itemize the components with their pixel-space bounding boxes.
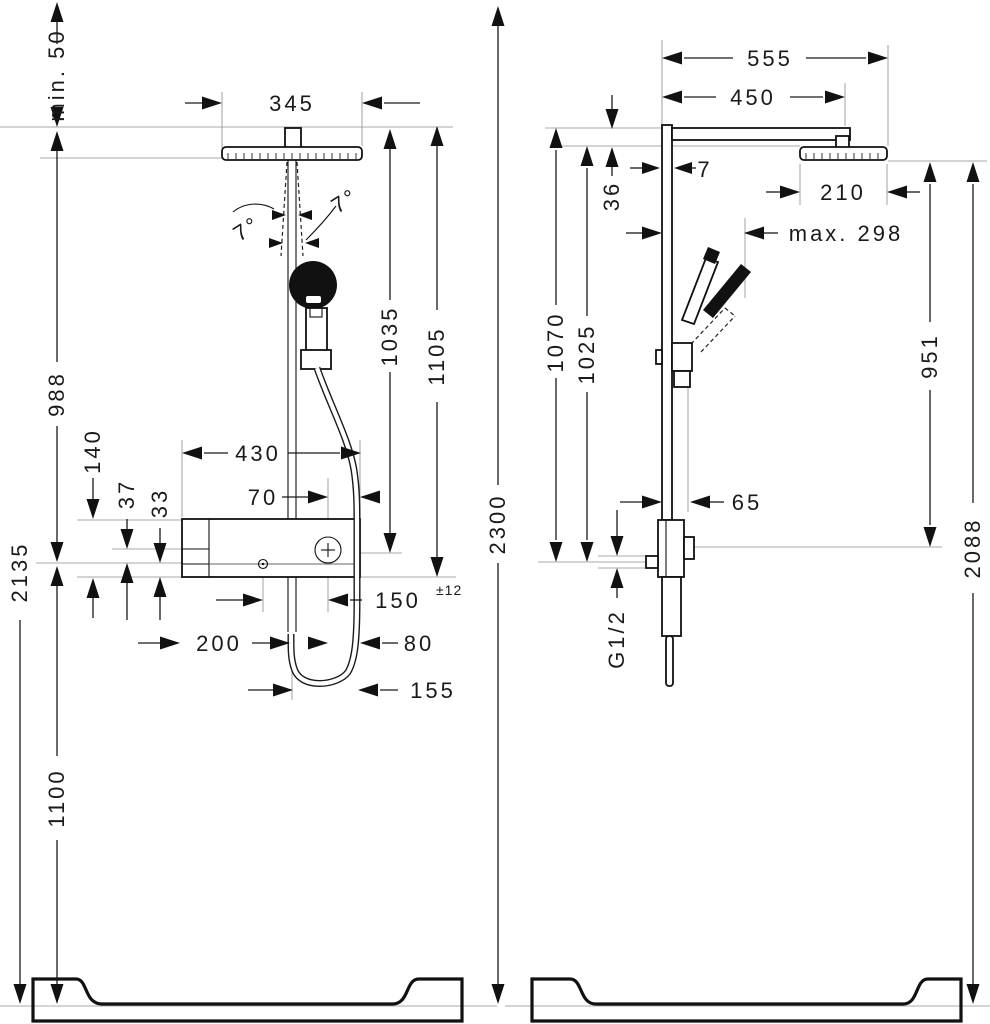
wall-bracket-side — [655, 349, 663, 365]
ceiling-connector-front — [284, 127, 302, 149]
dimension-arrows — [13, 2, 980, 1004]
handle-detail — [309, 307, 323, 318]
dim-140-label: 140 — [80, 428, 105, 474]
dim-345-label: 345 — [269, 91, 315, 116]
dim-min50-label: min. 50 — [44, 28, 69, 121]
dimension-labels: min. 50 988 2135 1100 140 37 33 1035 110… — [7, 28, 985, 827]
dim-988-label: 988 — [44, 371, 69, 417]
shower-arm-side — [671, 127, 851, 141]
hand-shower-handle-front — [305, 307, 328, 353]
swivel-position-dashed — [700, 315, 736, 353]
angle-7deg-left-label: 7° — [229, 211, 265, 247]
holder-side — [671, 342, 693, 372]
swivel-position-dashed — [724, 307, 736, 317]
dim-37-label: 37 — [114, 479, 139, 509]
supply-stub-g12 — [645, 555, 659, 569]
dim-1025-label: 1025 — [574, 324, 599, 385]
dim-g12-label: G1/2 — [604, 609, 629, 669]
slider-holder-front — [300, 349, 332, 370]
wall-connection-side — [645, 519, 695, 687]
angle-leader-right — [305, 205, 337, 241]
connection-housing — [657, 519, 685, 578]
screw-detail — [257, 558, 269, 570]
dim-70-label: 70 — [248, 485, 278, 510]
dim-951-label: 951 — [917, 333, 942, 379]
shower-tray-side — [530, 977, 963, 1023]
wall-tab — [683, 536, 695, 560]
hand-shower-handle-side — [703, 264, 751, 318]
hand-shower-side — [671, 247, 751, 388]
spray-face-hatching — [227, 153, 357, 159]
front-view — [31, 127, 464, 1023]
dim-1105-label: 1105 — [424, 326, 449, 385]
dim-2135-label: 2135 — [7, 542, 32, 603]
hand-shower-front — [289, 261, 337, 370]
thermostat-valve-front — [181, 518, 361, 578]
dim-155-label: 155 — [410, 678, 456, 703]
angle-leader-left — [232, 203, 275, 213]
dim-1035-label: 1035 — [377, 306, 402, 367]
wall-bar-side — [661, 124, 673, 521]
dim-7-label: 7 — [697, 157, 712, 182]
tilt-line-left — [280, 161, 288, 257]
dim-2300-label: 2300 — [485, 494, 510, 555]
dim-450-label: 450 — [730, 85, 776, 110]
hand-shower-head-front — [289, 261, 337, 309]
spray-face-hatching-side — [805, 153, 879, 159]
thermostat-body — [181, 518, 361, 578]
holder-lower-side — [673, 370, 691, 388]
dim-33-label: 33 — [147, 488, 172, 518]
overhead-shower-plate-side — [799, 146, 888, 161]
dim-200-label: 200 — [196, 631, 242, 656]
side-view — [530, 124, 963, 1023]
dim-1100-label: 1100 — [44, 768, 69, 827]
dim-2088-label: 2088 — [960, 518, 985, 579]
swivel-position-dashed — [690, 307, 726, 345]
overhead-shower-front — [221, 127, 363, 161]
hand-shower-body-side — [680, 256, 720, 326]
lower-housing — [661, 576, 682, 637]
dim-36-label: 36 — [599, 181, 624, 211]
hand-shower-cap-side — [703, 247, 720, 264]
tilt-line-right — [296, 161, 304, 257]
dim-65-label: 65 — [732, 490, 762, 515]
shutoff-handle — [314, 536, 342, 564]
shower-hose-front — [287, 366, 361, 687]
dim-430-label: 430 — [235, 441, 281, 466]
dim-1070-label: 1070 — [543, 312, 568, 373]
dim-150-label: 150 — [375, 588, 421, 613]
shower-tray-front — [31, 977, 464, 1023]
angle-7deg-right-label: 7° — [327, 183, 363, 219]
dim-max298-label: max. 298 — [789, 221, 904, 246]
dimension-lines — [19, 22, 974, 986]
hand-shower-logo — [306, 296, 321, 303]
drop-pipe — [665, 635, 674, 687]
dim-150-tolerance: ±12 — [436, 582, 462, 598]
dim-210-label: 210 — [820, 180, 866, 205]
dim-555-label: 555 — [747, 46, 793, 71]
dim-80-label: 80 — [404, 631, 434, 656]
shower-pipe-front — [280, 160, 304, 632]
